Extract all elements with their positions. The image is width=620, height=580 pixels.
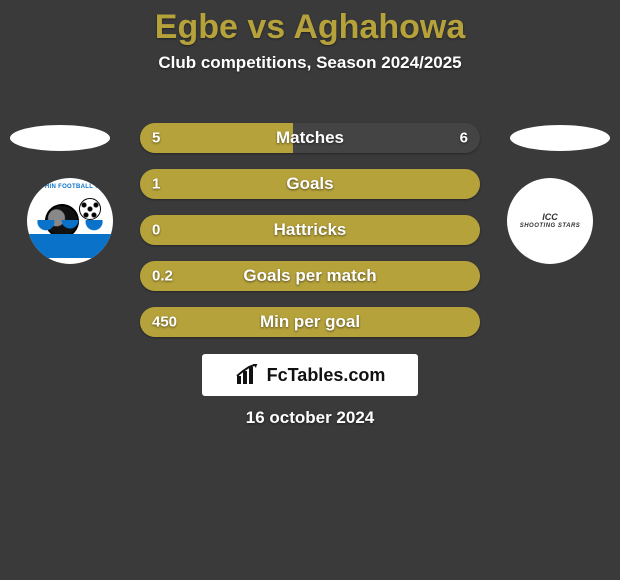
stat-label: Hattricks [140, 220, 480, 240]
stat-label: Goals [140, 174, 480, 194]
stat-bar: 0.2Goals per match [140, 261, 480, 291]
stat-bar: 450Min per goal [140, 307, 480, 337]
soccer-ball-icon [79, 198, 101, 220]
left-club-logo-text: DOLPHIN FOOTBALL CLUB [27, 184, 113, 190]
left-club-logo: DOLPHIN FOOTBALL CLUB [27, 178, 113, 264]
stat-label: Min per goal [140, 312, 480, 332]
brand-badge: FcTables.com [202, 354, 418, 396]
stat-label: Matches [140, 128, 480, 148]
wave-icon [27, 220, 113, 258]
right-player-pill [510, 125, 610, 151]
page-subtitle: Club competitions, Season 2024/2025 [0, 53, 620, 73]
right-club-logo: ICC SHOOTING STARS [507, 178, 593, 264]
date-text: 16 october 2024 [0, 408, 620, 428]
stat-label: Goals per match [140, 266, 480, 286]
brand-text: FcTables.com [267, 365, 386, 386]
right-club-logo-text: ICC SHOOTING STARS [520, 213, 581, 229]
left-player-pill [10, 125, 110, 151]
stat-bar: 56Matches [140, 123, 480, 153]
bar-chart-icon [235, 364, 261, 386]
stat-bar: 1Goals [140, 169, 480, 199]
icc-text-top: ICC [542, 212, 558, 222]
stats-container: 56Matches 1Goals 0Hattricks 0.2Goals per ma… [140, 123, 480, 353]
stat-bar: 0Hattricks [140, 215, 480, 245]
icc-text-bottom: SHOOTING STARS [520, 223, 581, 229]
page-title: Egbe vs Aghahowa [0, 0, 620, 47]
